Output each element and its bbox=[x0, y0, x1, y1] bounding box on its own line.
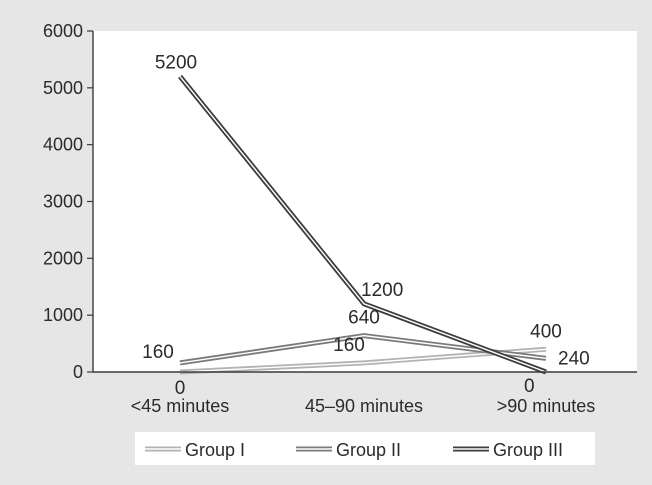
y-tick-label: 3000 bbox=[43, 192, 83, 212]
data-label: 5200 bbox=[155, 52, 197, 73]
data-label: 0 bbox=[175, 378, 186, 399]
data-label: 240 bbox=[558, 348, 590, 369]
x-tick-label: 45–90 minutes bbox=[305, 396, 423, 416]
x-axis-ticks: <45 minutes 45–90 minutes >90 minutes bbox=[131, 396, 596, 416]
y-tick-label: 0 bbox=[73, 362, 83, 382]
legend-label: Group I bbox=[185, 440, 245, 460]
legend-label: Group II bbox=[336, 440, 401, 460]
y-tick-label: 2000 bbox=[43, 248, 83, 268]
y-tick-label: 5000 bbox=[43, 78, 83, 98]
data-label: 1200 bbox=[361, 280, 403, 301]
data-label: 0 bbox=[524, 376, 535, 397]
legend-label: Group III bbox=[493, 440, 563, 460]
data-label: 160 bbox=[142, 342, 174, 363]
y-tick-label: 4000 bbox=[43, 135, 83, 155]
x-tick-label: >90 minutes bbox=[497, 396, 596, 416]
y-tick-label: 1000 bbox=[43, 305, 83, 325]
data-label: 400 bbox=[530, 321, 562, 342]
x-tick-label: <45 minutes bbox=[131, 396, 230, 416]
data-label: 160 bbox=[333, 335, 365, 356]
legend: Group I Group II Group III bbox=[135, 432, 595, 465]
y-tick-label: 6000 bbox=[43, 21, 83, 41]
data-label: 640 bbox=[348, 308, 380, 329]
